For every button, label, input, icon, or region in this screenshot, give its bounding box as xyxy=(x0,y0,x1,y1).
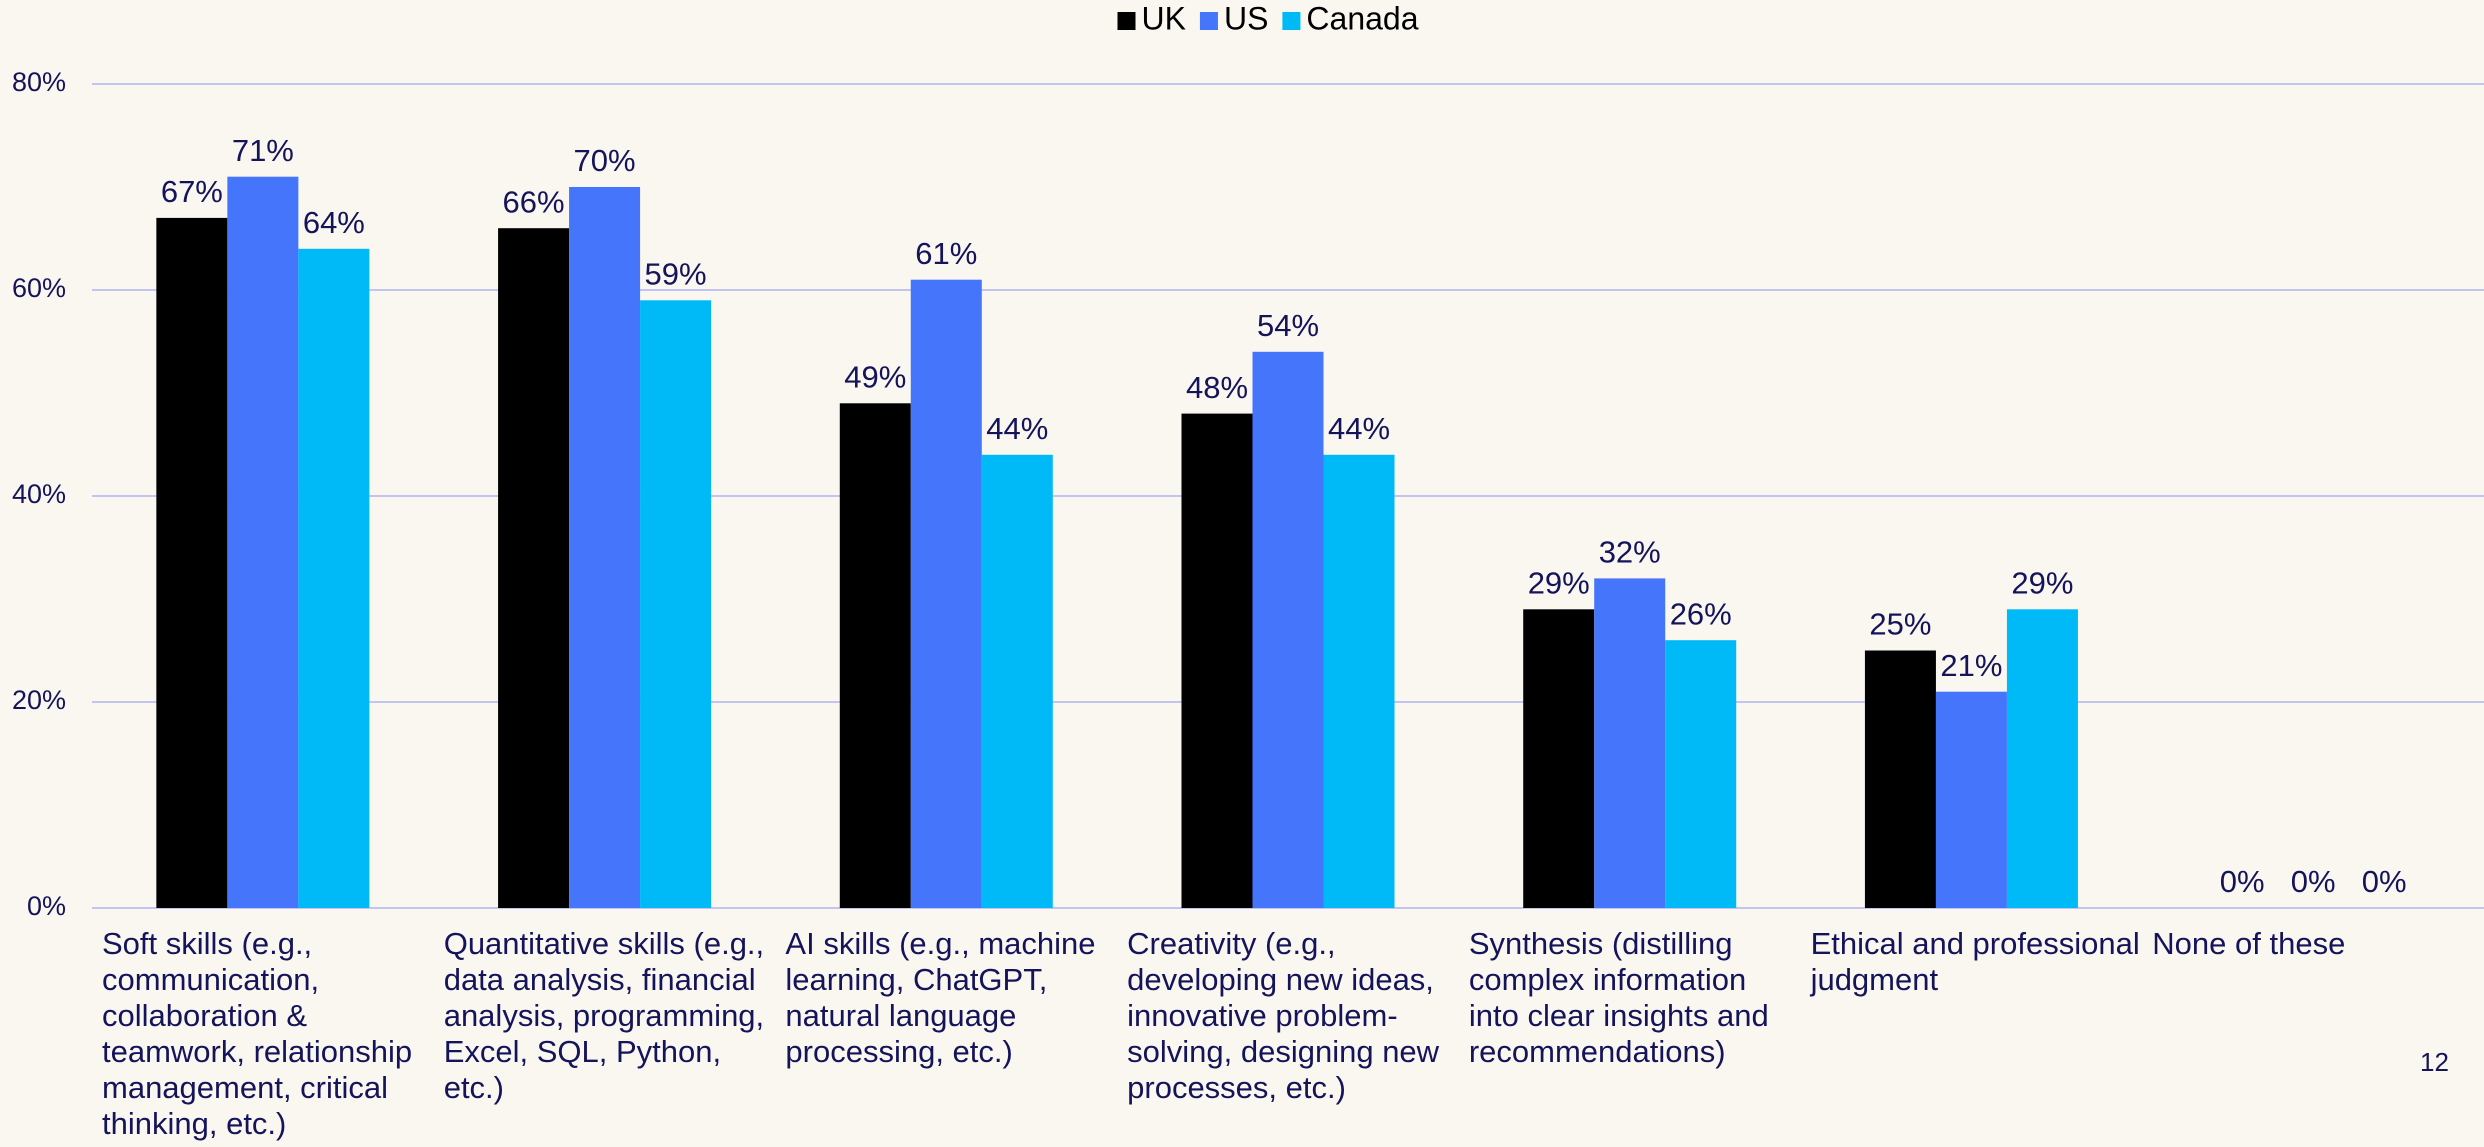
bar xyxy=(981,454,1053,908)
bar xyxy=(640,300,712,908)
data-label: 64% xyxy=(303,205,365,240)
data-label: 29% xyxy=(2011,565,2073,600)
bar xyxy=(498,228,570,908)
data-label: 66% xyxy=(503,184,565,219)
bar xyxy=(1181,413,1253,908)
legend-swatch xyxy=(1199,12,1218,30)
bar xyxy=(2006,609,2078,908)
y-tick-label: 20% xyxy=(12,685,66,715)
data-label: 29% xyxy=(1528,565,1590,600)
data-label: 59% xyxy=(645,256,707,291)
bar xyxy=(1665,640,1737,908)
bar xyxy=(910,279,982,908)
data-label: 32% xyxy=(1599,535,1661,570)
data-label: 0% xyxy=(2220,864,2265,899)
data-label: 61% xyxy=(915,236,977,271)
x-tick-label: AI skills (e.g., machine learning, ChatG… xyxy=(785,926,1096,1069)
data-label: 48% xyxy=(1186,370,1248,405)
data-label: 0% xyxy=(2362,864,2407,899)
data-label: 25% xyxy=(1869,607,1931,642)
legend-swatch xyxy=(1117,12,1136,30)
bar xyxy=(227,176,299,908)
bar xyxy=(1864,650,1936,908)
data-label: 67% xyxy=(161,174,223,209)
data-label: 21% xyxy=(1940,648,2002,683)
y-tick-label: 80% xyxy=(12,67,66,97)
x-tick-label: Creativity (e.g., developing new ideas, … xyxy=(1127,926,1440,1105)
data-label: 70% xyxy=(574,143,636,178)
data-label: 44% xyxy=(1328,411,1390,446)
bar xyxy=(1935,691,2007,908)
x-tick-label: Synthesis (distilling complex informatio… xyxy=(1468,926,1769,1069)
bar xyxy=(569,187,641,908)
bar xyxy=(298,248,370,909)
data-label: 26% xyxy=(1670,596,1732,631)
data-label: 44% xyxy=(986,411,1048,446)
bar xyxy=(1523,609,1595,908)
y-tick-label: 0% xyxy=(27,891,66,921)
x-tick-label: Ethical and professional judgment xyxy=(1810,926,2140,997)
bar xyxy=(1252,351,1324,908)
legend-swatch xyxy=(1282,12,1301,30)
legend-label: UK xyxy=(1142,0,1186,36)
legend-label: US xyxy=(1224,0,1268,36)
bar xyxy=(839,403,911,908)
y-tick-label: 40% xyxy=(12,479,66,509)
data-label: 54% xyxy=(1257,308,1319,343)
x-tick-label: Quantitative skills (e.g., data analysis… xyxy=(443,926,765,1105)
x-tick-label: None of these xyxy=(2152,926,2346,961)
bar xyxy=(1323,454,1395,908)
data-label: 71% xyxy=(232,133,294,168)
data-label: 49% xyxy=(844,359,906,394)
bar xyxy=(1594,578,1666,908)
data-label: 0% xyxy=(2291,864,2336,899)
x-tick-label: Soft skills (e.g., communication, collab… xyxy=(102,926,413,1141)
page-number: 12 xyxy=(2420,1047,2449,1077)
legend-label: Canada xyxy=(1306,0,1418,36)
bar xyxy=(156,217,228,908)
y-tick-label: 60% xyxy=(12,273,66,303)
